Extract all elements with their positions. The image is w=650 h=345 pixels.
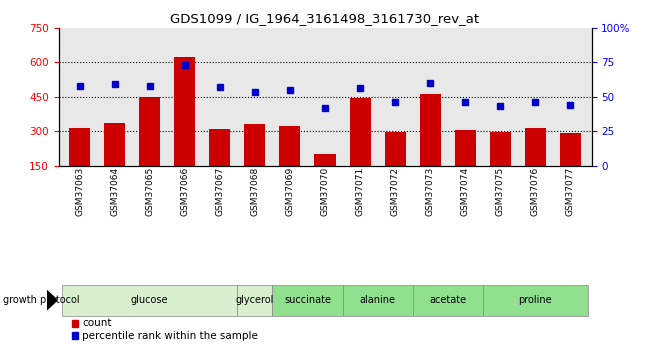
Bar [420,94,441,200]
Bar [385,132,406,200]
Bar [139,97,160,200]
Bar [455,130,476,200]
Bar [525,128,546,200]
Bar [280,127,300,200]
Bar [209,129,230,200]
Bar [490,132,511,200]
Bar [174,58,195,200]
FancyBboxPatch shape [343,285,413,316]
Title: GDS1099 / IG_1964_3161498_3161730_rev_at: GDS1099 / IG_1964_3161498_3161730_rev_at [170,12,480,25]
Bar [104,123,125,200]
Text: glycerol: glycerol [236,295,274,305]
Text: growth protocol: growth protocol [3,295,80,305]
Text: succinate: succinate [284,295,331,305]
FancyBboxPatch shape [62,285,237,316]
FancyBboxPatch shape [237,285,272,316]
FancyBboxPatch shape [272,285,343,316]
FancyBboxPatch shape [483,285,588,316]
Text: proline: proline [519,295,552,305]
Bar [560,134,581,200]
Text: acetate: acetate [429,295,466,305]
Text: percentile rank within the sample: percentile rank within the sample [82,331,258,341]
Text: count: count [82,318,111,328]
Bar [315,154,335,200]
Bar [350,98,370,200]
Bar [69,128,90,200]
Bar [244,124,265,200]
FancyBboxPatch shape [413,285,483,316]
Bar [72,332,78,339]
Text: alanine: alanine [359,295,396,305]
Bar [72,320,78,327]
Text: glucose: glucose [131,295,168,305]
Polygon shape [47,290,57,310]
